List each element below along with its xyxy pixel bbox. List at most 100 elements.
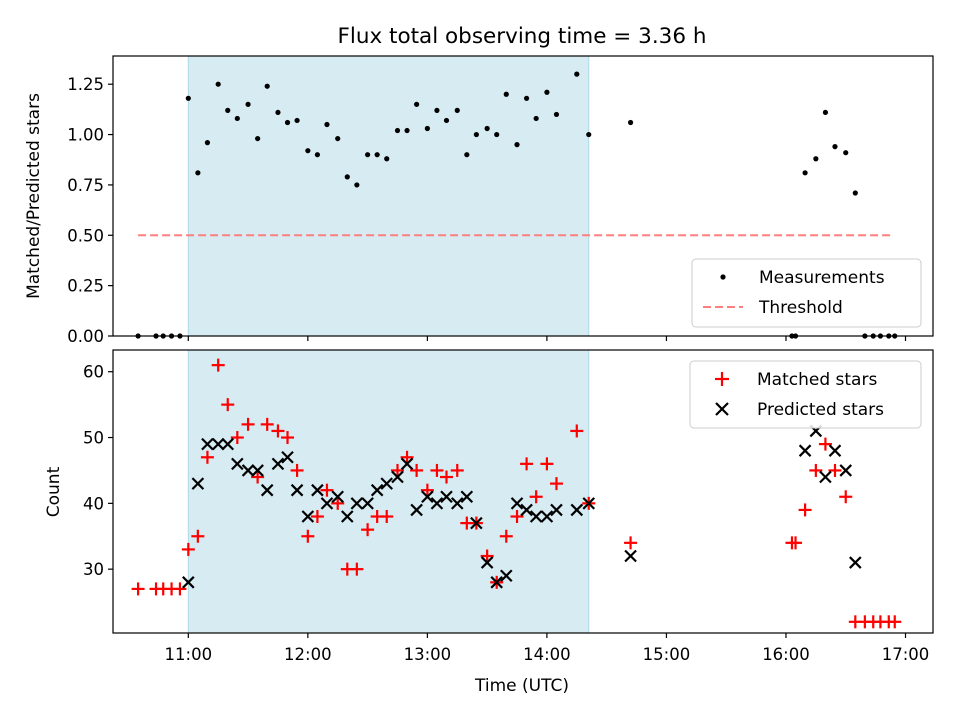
matched-star-point	[181, 542, 195, 556]
predicted-star-point	[828, 444, 842, 457]
bottom-y-tick-label: 30	[83, 560, 104, 579]
measurement-point	[553, 111, 560, 118]
predicted-star-points	[182, 424, 862, 589]
predicted-star-point	[839, 464, 853, 477]
measurement-point	[234, 115, 240, 122]
top-y-ticks: 0.00 0.25 0.50 0.75 1.00 1.25	[67, 75, 113, 346]
predicted-star-point	[301, 510, 315, 523]
measurement-point	[344, 174, 350, 180]
matched-star-point	[221, 398, 235, 412]
predicted-star-point	[400, 457, 414, 471]
measurement-point	[374, 152, 380, 158]
predicted-star-point	[350, 497, 364, 510]
measurement-point	[443, 117, 450, 124]
measurement-point	[305, 148, 311, 154]
measurement-point	[544, 89, 550, 95]
matched-star-point	[400, 450, 414, 464]
predicted-star-point	[380, 477, 394, 490]
matched-star-point	[839, 490, 853, 504]
matched-star-point	[281, 431, 295, 445]
top-x-ticks	[187, 336, 907, 341]
matched-star-point	[230, 431, 244, 445]
top-y-axis-label: Matched/Predicted stars	[24, 93, 44, 299]
measurement-point	[275, 109, 281, 116]
bottom-y-tick-label: 40	[83, 494, 104, 513]
matched-star-point	[301, 529, 315, 543]
measurement-point	[335, 135, 341, 142]
matched-star-point	[430, 463, 444, 477]
predicted-star-point	[570, 503, 584, 517]
legend-matched-label: Matched stars	[757, 370, 877, 390]
measurement-points	[135, 71, 898, 339]
measurement-point	[586, 131, 592, 138]
matched-star-point	[211, 358, 225, 372]
measurement-point	[843, 150, 849, 156]
predicted-star-point	[221, 437, 235, 451]
matched-star-point	[540, 457, 554, 471]
measurement-point	[185, 95, 191, 101]
predicted-star-point	[182, 576, 195, 589]
predicted-star-point	[191, 477, 205, 490]
bottom-legend: Matched stars Predicted stars	[689, 360, 922, 429]
measurement-point	[523, 95, 530, 101]
matched-star-point	[260, 417, 274, 431]
matched-star-point	[480, 549, 494, 563]
measurement-point	[384, 156, 390, 162]
measurement-point	[314, 152, 321, 158]
matched-star-point	[789, 536, 803, 550]
predicted-star-point	[582, 497, 596, 510]
matched-star-point	[310, 510, 324, 524]
top-y-tick-label: 1.25	[67, 75, 104, 94]
measurement-point	[503, 91, 509, 97]
top-y-tick-label: 0.75	[67, 176, 104, 195]
top-y-tick-label: 0.50	[67, 226, 104, 245]
predicted-star-point	[499, 569, 513, 583]
predicted-star-point	[361, 497, 374, 510]
matched-star-point	[320, 483, 334, 497]
predicted-star-point	[331, 490, 345, 504]
legend-measurements-label: Measurements	[759, 268, 885, 288]
matched-star-point	[570, 424, 584, 438]
matched-star-point	[798, 503, 812, 517]
predicted-star-point	[490, 576, 503, 589]
matched-star-point	[361, 523, 375, 537]
measurement-point	[215, 81, 221, 87]
x-tick-label: 17:00	[882, 645, 930, 664]
bottom-axes-frame	[112, 349, 934, 634]
measurement-point	[802, 170, 808, 176]
matched-star-point	[624, 536, 638, 550]
measurement-point	[284, 119, 291, 126]
predicted-star-point	[798, 444, 812, 457]
x-tick-label: 15:00	[643, 645, 691, 664]
matched-star-point	[529, 490, 543, 504]
matched-star-point	[420, 483, 434, 497]
matched-star-point	[251, 470, 265, 484]
measurement-point	[394, 127, 401, 134]
measurement-point	[434, 107, 440, 113]
top-y-tick-label: 0.00	[67, 327, 104, 346]
matched-star-point	[131, 582, 145, 596]
predicted-star-point	[231, 457, 244, 471]
measurement-point	[822, 109, 829, 116]
predicted-star-point	[241, 464, 255, 477]
predicted-star-point	[460, 490, 474, 504]
bottom-y-ticks: 30 40 50 60	[83, 363, 113, 579]
predicted-star-point	[251, 464, 264, 477]
measurement-point	[574, 71, 580, 77]
x-tick-label: 11:00	[165, 645, 213, 664]
predicted-star-point	[470, 516, 483, 530]
legend-threshold-label: Threshold	[758, 298, 843, 318]
measurement-point	[484, 125, 490, 132]
predicted-star-point	[341, 510, 354, 523]
predicted-star-point	[430, 497, 444, 510]
measurement-point	[414, 101, 420, 107]
measurement-point	[225, 107, 231, 113]
chart-title: Flux total observing time = 3.36 h	[338, 24, 707, 49]
measurement-point	[454, 107, 460, 113]
measurement-point	[324, 121, 330, 128]
matched-star-point	[828, 463, 842, 477]
legend-matched-marker	[715, 372, 729, 386]
bottom-y-tick-label: 60	[83, 363, 104, 382]
matched-star-point	[200, 450, 214, 464]
